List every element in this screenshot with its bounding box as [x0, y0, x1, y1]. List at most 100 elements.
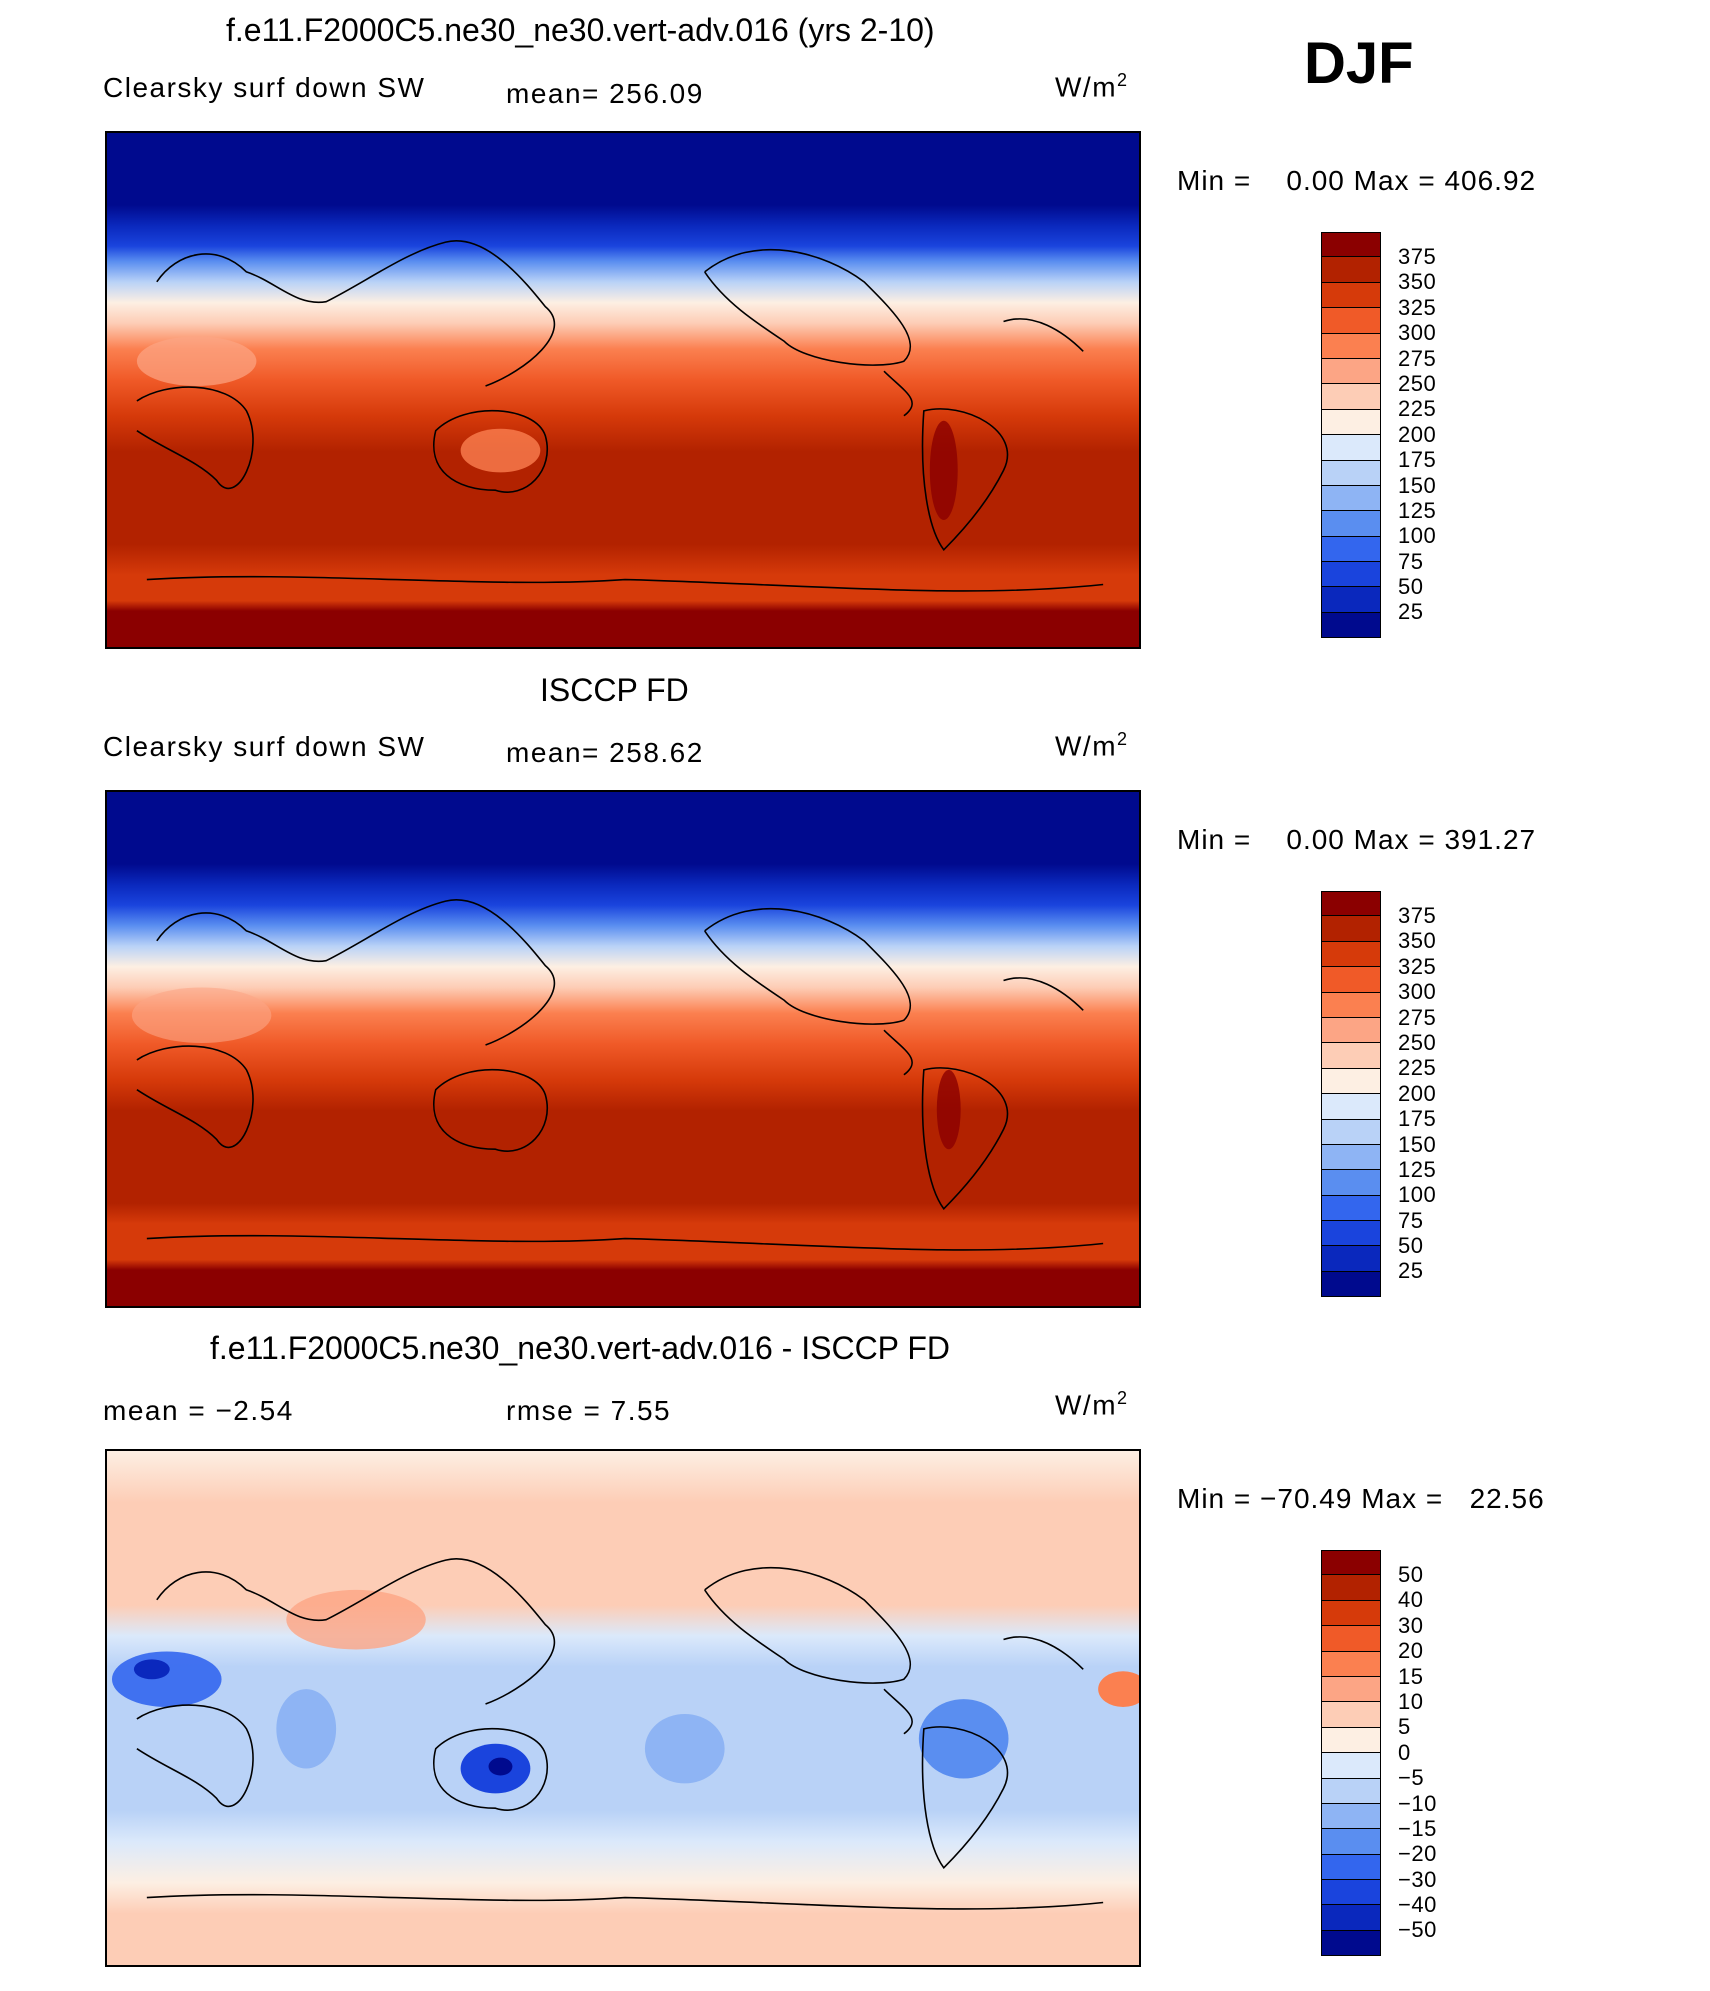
colorbar-tick-label: 375	[1398, 244, 1437, 269]
panel-mean-label: mean= 258.62	[506, 737, 704, 768]
map-difference	[105, 1449, 1141, 1967]
colorbar-segment	[1321, 460, 1381, 486]
colorbar-obs	[1321, 891, 1381, 1298]
colorbar-segment	[1321, 1803, 1381, 1830]
colorbar-segment	[1321, 308, 1381, 334]
colorbar-tick-label: 50	[1398, 1233, 1424, 1259]
colorbar-segment	[1321, 1221, 1381, 1247]
colorbar-segment	[1321, 435, 1381, 461]
colorbar-segment	[1321, 536, 1381, 563]
colorbar-tick-label: −40	[1398, 1892, 1437, 1918]
panel-minmax: Min = 0.00 Max = 406.92	[1177, 165, 1537, 196]
panel-variable-label: Clearsky surf down SW	[103, 731, 426, 762]
colorbar-tick-label: 200	[1398, 1080, 1437, 1106]
colorbar-tick-label: 75	[1398, 548, 1424, 574]
colorbar-segment	[1321, 1068, 1381, 1095]
colorbar-segment	[1321, 1195, 1381, 1222]
colorbar-tick-label: 350	[1398, 928, 1437, 954]
panel-title-obs: ISCCP FD	[540, 672, 689, 708]
colorbar-segment	[1321, 1017, 1381, 1044]
colorbar-tick-label: 250	[1398, 1029, 1437, 1055]
colorbar-segment	[1321, 967, 1381, 993]
panel-title-model: f.e11.F2000C5.ne30_ne30.vert-adv.016 (yr…	[226, 12, 935, 48]
season-label: DJF	[1304, 31, 1414, 96]
colorbar-segment	[1321, 333, 1381, 359]
colorbar-segment	[1321, 1880, 1381, 1906]
colorbar-segment	[1321, 358, 1381, 385]
colorbar-tick-label: 75	[1398, 1207, 1424, 1233]
colorbar-tick-label: 175	[1398, 1106, 1437, 1132]
colorbar-segment	[1321, 562, 1381, 588]
colorbar-tick-label: −30	[1398, 1866, 1437, 1892]
colorbar-tick-label: 375	[1398, 903, 1437, 928]
panel-mean-label: mean= 256.09	[506, 78, 704, 109]
colorbar-segment	[1321, 916, 1381, 942]
colorbar-tick-label: 5	[1398, 1714, 1411, 1740]
colorbar-tick-label: 50	[1398, 574, 1424, 600]
colorbar-tick-label: 50	[1398, 1562, 1424, 1587]
colorbar-tick-label: 100	[1398, 1182, 1437, 1208]
colorbar-segment	[1321, 1905, 1381, 1931]
colorbar-tick-label: −5	[1398, 1765, 1425, 1791]
colorbar-segment	[1321, 1727, 1381, 1754]
colorbar-segment	[1321, 1119, 1381, 1145]
coastlines	[136, 899, 1104, 1251]
colorbar-tick-label: 0	[1398, 1739, 1411, 1765]
colorbar-segment	[1321, 1094, 1381, 1120]
colorbar-tick-label: 100	[1398, 523, 1437, 549]
colorbar-labels-obs: 375 350 325 300 275 250 225 200 175 150 125 100 75 50…	[1398, 903, 1436, 1284]
colorbar-segment	[1321, 1930, 1381, 1957]
colorbar-segment	[1321, 1651, 1381, 1677]
coastlines	[136, 1558, 1104, 1910]
colorbar-segment	[1321, 1043, 1381, 1069]
panel-minmax: Min = −70.49 Max = 22.56	[1177, 1483, 1545, 1514]
colorbar-segment	[1321, 511, 1381, 537]
colorbar-segment	[1321, 941, 1381, 968]
colorbar-tick-label: −50	[1398, 1917, 1437, 1943]
colorbar-tick-label: 150	[1398, 1131, 1437, 1157]
colorbar-segment	[1321, 1246, 1381, 1272]
colorbar-segment	[1321, 384, 1381, 410]
colorbar-segment	[1321, 1271, 1381, 1298]
colorbar-tick-label: −10	[1398, 1790, 1437, 1816]
colorbar-tick-label: 275	[1398, 1004, 1437, 1030]
panel-units: W/m2	[1055, 729, 1129, 762]
colorbar-tick-label: 40	[1398, 1587, 1424, 1613]
colorbar-tick-label: 250	[1398, 370, 1437, 396]
colorbar-segment	[1321, 992, 1381, 1018]
colorbar-tick-label: 325	[1398, 953, 1437, 979]
colorbar-segment	[1321, 282, 1381, 309]
colorbar-segment	[1321, 1676, 1381, 1703]
colorbar-tick-label: 15	[1398, 1663, 1424, 1689]
colorbar-segment	[1321, 1778, 1381, 1804]
colorbar-segment	[1321, 409, 1381, 436]
map-model	[105, 131, 1141, 649]
colorbar-segment	[1321, 612, 1381, 639]
colorbar-tick-label: 25	[1398, 1258, 1424, 1284]
colorbar-tick-label: −15	[1398, 1815, 1437, 1841]
colorbar-difference	[1321, 1550, 1381, 1957]
colorbar-segment	[1321, 1144, 1381, 1171]
colorbar-segment	[1321, 1753, 1381, 1779]
colorbar-segment	[1321, 1626, 1381, 1652]
colorbar-tick-label: −20	[1398, 1841, 1437, 1867]
colorbar-labels-difference: 50 40 30 20 15 10 5 0 −5 −10 −15 −20 −30 −40 −50	[1398, 1562, 1437, 1943]
panel-units: W/m2	[1055, 1388, 1129, 1421]
colorbar-segment	[1321, 1170, 1381, 1196]
panel-title-diff: f.e11.F2000C5.ne30_ne30.vert-adv.016 - I…	[210, 1330, 950, 1366]
colorbar-tick-label: 25	[1398, 599, 1424, 625]
colorbar-segment	[1321, 1829, 1381, 1855]
panel-units: W/m2	[1055, 70, 1129, 103]
colorbar-segment	[1321, 232, 1381, 258]
panel-rmse-label: rmse = 7.55	[506, 1395, 672, 1426]
colorbar-segment	[1321, 587, 1381, 613]
colorbar-tick-label: 225	[1398, 396, 1437, 422]
colorbar-tick-label: 325	[1398, 294, 1437, 320]
colorbar-segment	[1321, 257, 1381, 283]
colorbar-tick-label: 200	[1398, 421, 1437, 447]
colorbar-tick-label: 275	[1398, 345, 1437, 371]
colorbar-tick-label: 175	[1398, 447, 1437, 473]
colorbar-tick-label: 125	[1398, 1156, 1437, 1182]
colorbar-segment	[1321, 1550, 1381, 1576]
colorbar-tick-label: 30	[1398, 1612, 1424, 1638]
